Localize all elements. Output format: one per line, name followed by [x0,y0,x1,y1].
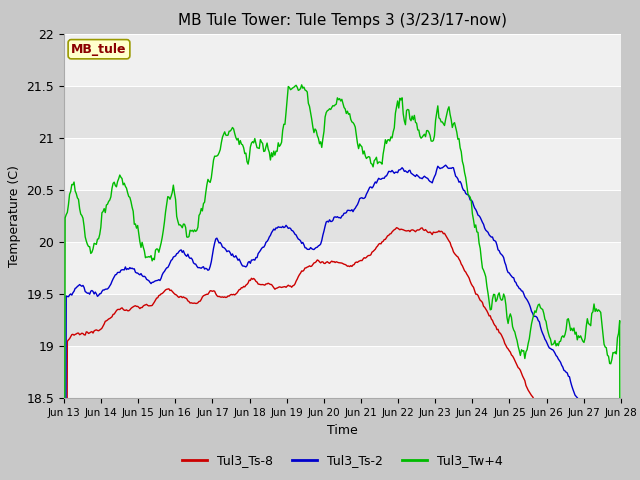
Title: MB Tule Tower: Tule Temps 3 (3/23/17-now): MB Tule Tower: Tule Temps 3 (3/23/17-now… [178,13,507,28]
Bar [64,86,621,138]
Bar [64,294,621,346]
Text: MB_tule: MB_tule [71,43,127,56]
Bar [64,242,621,294]
Bar [64,138,621,190]
X-axis label: Time: Time [327,424,358,437]
Bar [64,190,621,242]
Legend: Tul3_Ts-8, Tul3_Ts-2, Tul3_Tw+4: Tul3_Ts-8, Tul3_Ts-2, Tul3_Tw+4 [177,449,508,472]
Bar [64,346,621,398]
Bar [64,34,621,86]
Y-axis label: Temperature (C): Temperature (C) [8,165,21,267]
